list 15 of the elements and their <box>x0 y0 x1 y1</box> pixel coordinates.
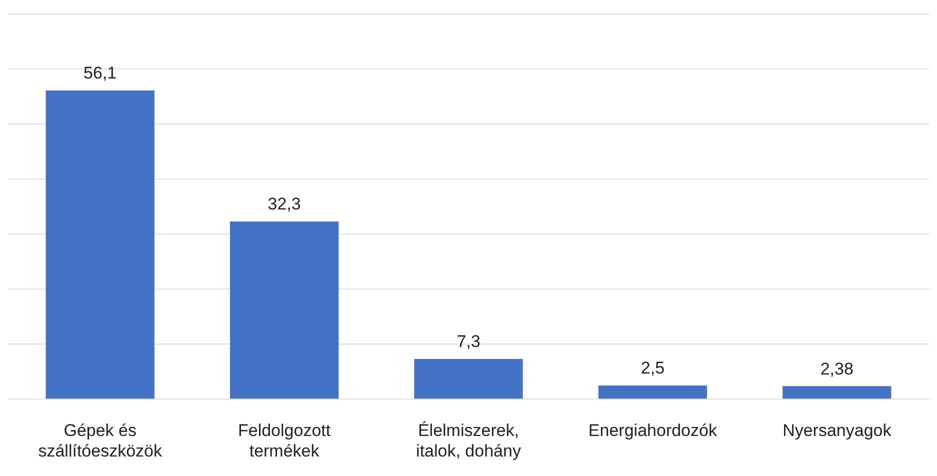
bar <box>414 359 523 399</box>
data-label: 32,3 <box>268 194 301 214</box>
bar <box>230 221 339 399</box>
data-label: 2,5 <box>640 358 665 378</box>
data-label: 7,3 <box>456 332 480 352</box>
x-tick-label: Élelmiszerek, italok, dohány <box>416 421 522 460</box>
x-tick-label: Gépek és szállítóeszközök <box>38 421 162 460</box>
bar <box>782 386 892 399</box>
x-tick-label: Feldolgozott termékek <box>238 421 331 460</box>
bar <box>46 90 154 399</box>
x-tick-label: Energiahordozók <box>588 421 718 440</box>
data-label: 56,1 <box>84 64 117 83</box>
bar <box>598 385 708 399</box>
data-label: 2,38 <box>820 359 854 378</box>
x-tick-label: Nyersanyagok <box>782 421 892 440</box>
